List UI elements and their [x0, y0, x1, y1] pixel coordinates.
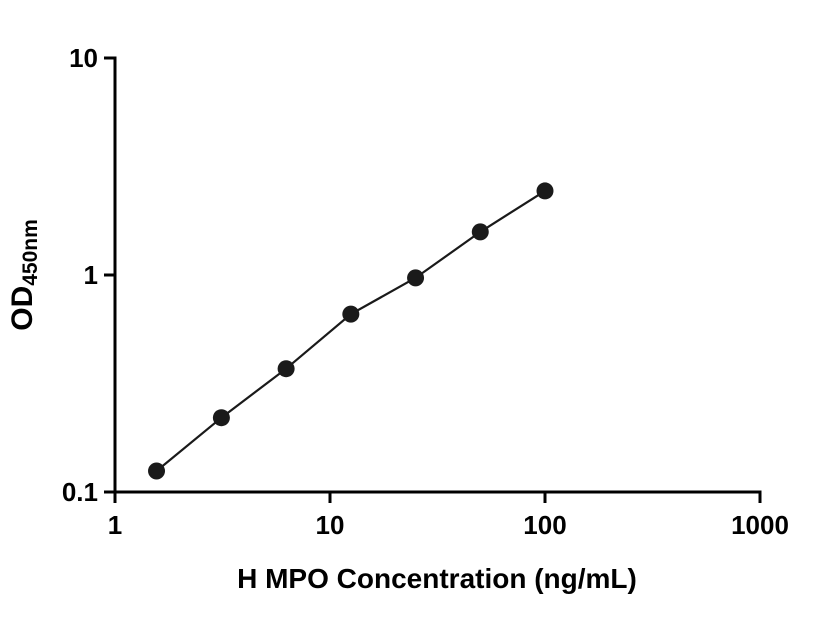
- axes-layer: 1 10 100 1000 0.1 1 10: [62, 43, 789, 540]
- x-axis-title: H MPO Concentration (ng/mL): [237, 563, 637, 594]
- y-axis-title: OD450nm: [6, 219, 42, 331]
- y-tick-label: 1: [84, 260, 98, 290]
- x-tick-label: 1000: [731, 510, 789, 540]
- data-point: [536, 182, 554, 200]
- data-point: [407, 269, 425, 287]
- x-tick-label: 1: [108, 510, 122, 540]
- data-point: [277, 360, 295, 378]
- y-tick-label: 0.1: [62, 477, 98, 507]
- x-tick-label: 10: [316, 510, 345, 540]
- y-axis-title-main: OD: [6, 286, 39, 331]
- y-tick-label: 10: [69, 43, 98, 73]
- data-point: [212, 409, 230, 427]
- data-point: [148, 462, 166, 480]
- x-tick-label: 100: [523, 510, 566, 540]
- y-axis-title-sub: 450nm: [19, 219, 42, 286]
- data-point: [342, 305, 360, 323]
- series-layer: [148, 182, 554, 480]
- data-point: [471, 223, 489, 241]
